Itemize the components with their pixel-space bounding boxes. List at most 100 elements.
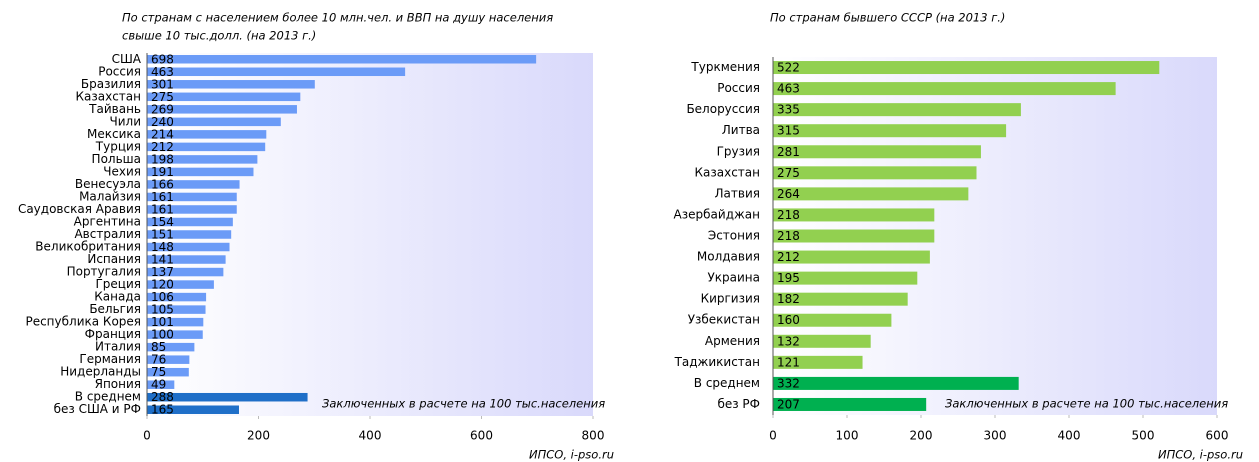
bar: [773, 166, 977, 180]
bar: [147, 217, 233, 227]
bar: [773, 229, 935, 243]
value-label: 698: [151, 52, 174, 66]
value-label: 75: [151, 365, 166, 379]
y-tick-label: Россия: [98, 64, 141, 78]
y-tick-label: Малайзия: [79, 189, 141, 203]
bar: [147, 92, 301, 102]
annotation: Заключенных в расчете на 100 тыс.населен…: [322, 397, 605, 411]
bar: [147, 380, 175, 389]
y-tick-label: Таджикистан: [674, 355, 760, 369]
value-label: 154: [151, 215, 174, 229]
y-tick-label: Эстония: [708, 229, 760, 243]
bar: [147, 180, 240, 189]
y-tick-label: Азербайджан: [674, 207, 760, 221]
y-tick-label: без РФ: [717, 397, 760, 411]
bar: [147, 292, 207, 302]
bar: [147, 117, 281, 127]
bar: [147, 267, 224, 277]
y-tick-label: США: [112, 52, 142, 66]
bar: [773, 103, 1021, 117]
value-label: 76: [151, 353, 166, 367]
x-tick-label: 600: [470, 429, 493, 443]
bar: [773, 334, 871, 348]
y-tick-label: Франция: [85, 327, 141, 341]
y-tick-label: Казахстан: [695, 165, 761, 179]
value-label: 141: [151, 253, 174, 267]
y-tick-label: Нидерланды: [60, 365, 141, 379]
value-label: 463: [151, 65, 174, 79]
y-tick-label: Япония: [95, 377, 141, 391]
value-label: 166: [151, 177, 174, 191]
value-label: 182: [777, 292, 800, 306]
bar: [147, 255, 226, 264]
y-tick-label: Узбекистан: [688, 313, 760, 327]
bar: [147, 392, 308, 402]
y-tick-label: Аргентина: [74, 214, 141, 228]
value-label: 100: [151, 328, 174, 342]
bar: [147, 355, 190, 364]
x-tick-label: 600: [1206, 429, 1229, 443]
bar: [147, 130, 267, 139]
value-label: 288: [151, 390, 174, 404]
bar: [147, 80, 315, 89]
x-tick-label: 200: [910, 429, 933, 443]
y-tick-label: Венесуэла: [75, 177, 141, 191]
y-tick-label: Чили: [110, 114, 142, 128]
y-tick-label: Литва: [722, 123, 760, 137]
y-tick-label: Республика Корея: [25, 315, 141, 329]
y-tick-label: Тайвань: [88, 102, 141, 116]
y-tick-label: Киргизия: [701, 292, 760, 306]
value-label: 275: [151, 90, 174, 104]
value-label: 212: [777, 250, 800, 264]
y-tick-label: Польша: [92, 152, 141, 166]
value-label: 214: [151, 127, 174, 141]
x-tick-label: 400: [1058, 429, 1081, 443]
y-tick-label: Италия: [95, 340, 141, 354]
value-label: 301: [151, 77, 174, 91]
value-label: 161: [151, 190, 174, 204]
value-label: 240: [151, 115, 174, 129]
value-label: 463: [777, 82, 800, 96]
x-tick-label: 200: [247, 429, 270, 443]
x-tick-label: 100: [836, 429, 859, 443]
value-label: 281: [777, 145, 800, 159]
y-tick-label: Австралия: [74, 227, 141, 241]
y-tick-label: Турция: [95, 139, 141, 153]
x-tick-label: 0: [769, 429, 777, 443]
y-tick-label: Бразилия: [81, 77, 141, 91]
annotation: Заключенных в расчете на 100 тыс.населен…: [945, 397, 1228, 411]
y-tick-label: В среднем: [694, 376, 760, 390]
y-tick-label: Португалия: [67, 265, 141, 279]
y-tick-label: Великобритания: [35, 240, 141, 254]
bar: [773, 292, 908, 306]
bar: [773, 187, 969, 201]
x-tick-label: 800: [582, 429, 605, 443]
value-label: 522: [777, 61, 800, 75]
value-label: 132: [777, 334, 800, 348]
value-label: 148: [151, 240, 174, 254]
bar: [773, 250, 930, 264]
y-tick-label: Украина: [707, 271, 760, 285]
bar: [147, 205, 237, 214]
value-label: 49: [151, 378, 166, 392]
value-label: 85: [151, 340, 166, 354]
y-tick-label: Мексика: [87, 127, 141, 141]
bar: [147, 405, 239, 414]
y-tick-label: Армения: [705, 334, 760, 348]
x-tick-label: 400: [359, 429, 382, 443]
value-label: 198: [151, 152, 174, 166]
value-label: 315: [777, 124, 800, 138]
bar: [147, 192, 237, 202]
bar: [147, 342, 195, 352]
value-label: 121: [777, 355, 800, 369]
bar: [773, 313, 892, 327]
value-label: 335: [777, 103, 800, 117]
value-label: 264: [777, 187, 800, 201]
y-tick-label: Саудовская Аравия: [18, 202, 141, 216]
y-tick-label: В среднем: [75, 390, 141, 404]
y-tick-label: Белоруссия: [686, 102, 760, 116]
bar: [147, 280, 214, 289]
bar: [147, 230, 232, 239]
bar: [773, 82, 1116, 96]
y-tick-label: Туркмения: [690, 60, 760, 74]
